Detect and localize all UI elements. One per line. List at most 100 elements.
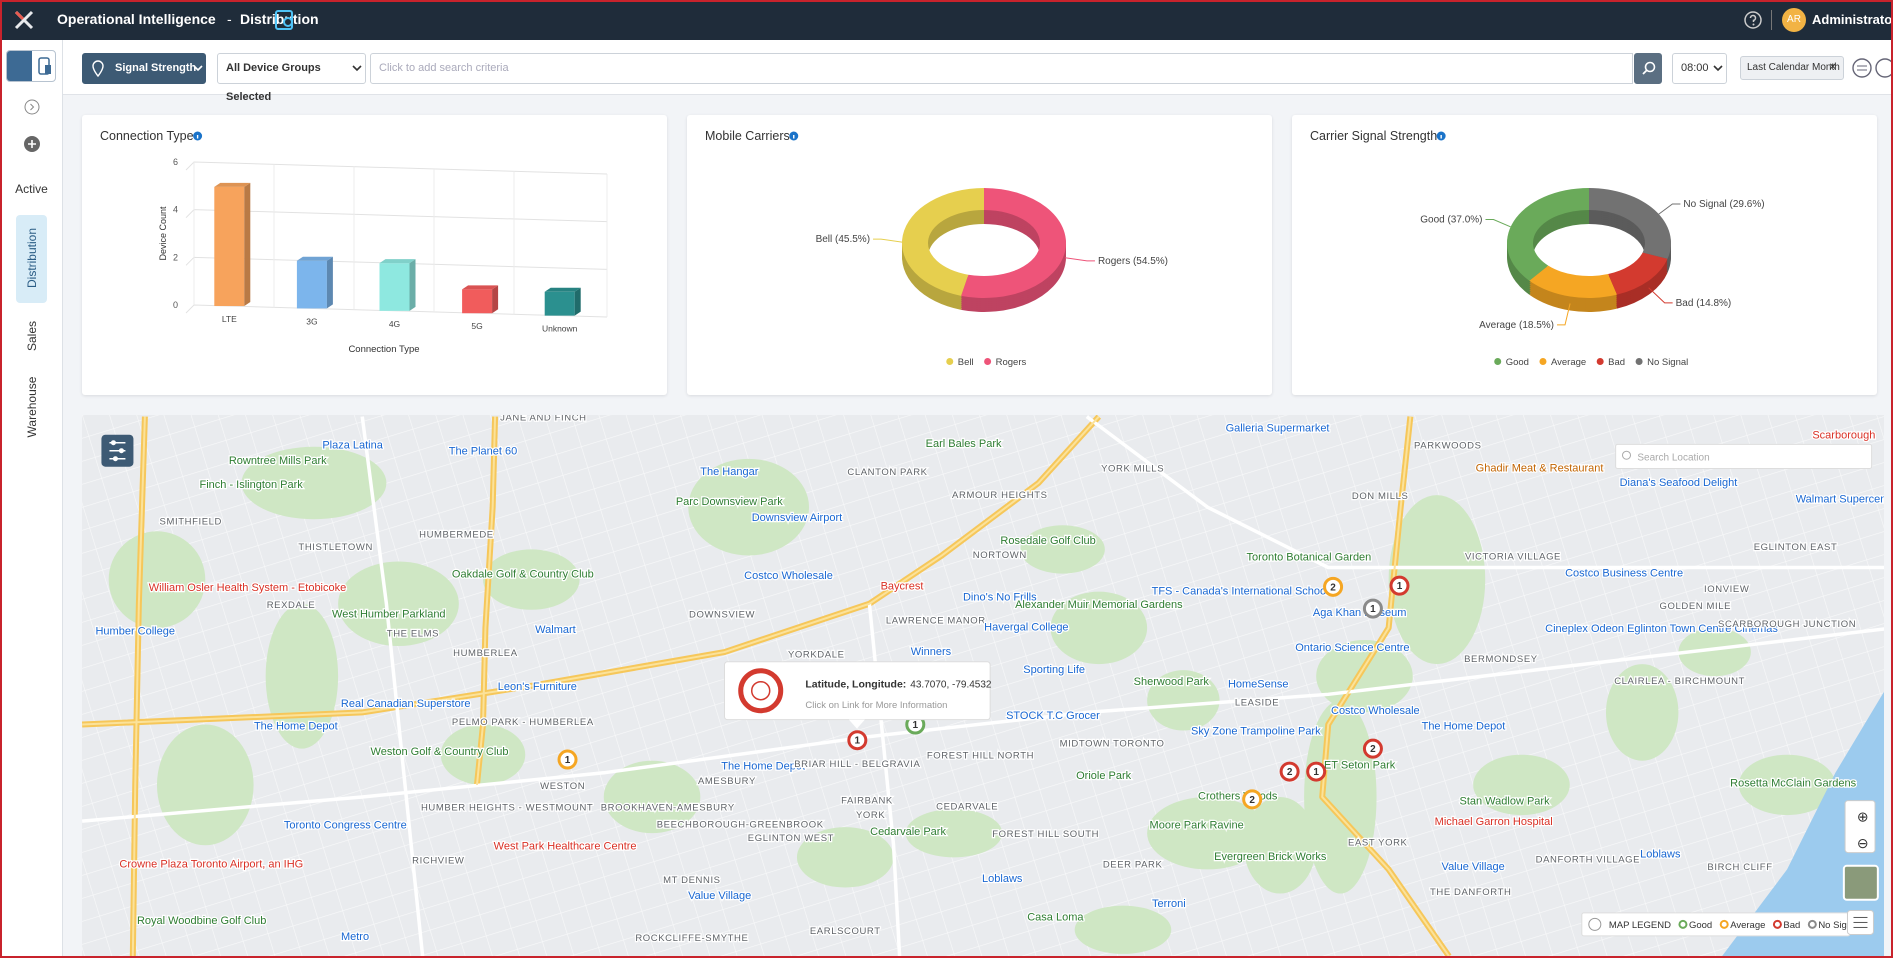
marker-count: 1 (855, 736, 861, 747)
slice (961, 188, 1067, 298)
place-label: YORK MILLS (1101, 463, 1164, 474)
toolbar-icons[interactable] (1852, 57, 1892, 79)
popup-hint[interactable]: Click on Link for More Information (805, 700, 947, 711)
map-search[interactable] (1615, 443, 1873, 470)
place-label: Rowntree Mills Park (229, 455, 327, 467)
zoom-out[interactable]: ⊖ (1857, 835, 1869, 851)
search-button[interactable] (1634, 53, 1662, 84)
info-mark (793, 135, 795, 139)
group-select[interactable]: All Device Groups Selected (217, 53, 366, 103)
place-label: Toronto Congress Centre (284, 820, 407, 832)
data-label: Bell (45.5%) (816, 234, 870, 245)
mode-active[interactable] (7, 51, 32, 81)
device-marker[interactable] (1306, 761, 1327, 782)
place-label: Casa Loma (1027, 911, 1084, 923)
mode-icon[interactable] (37, 57, 53, 75)
place-label: Loblaws (982, 873, 1023, 885)
place-label: Ghadir Meat & Restaurant (1476, 462, 1604, 474)
device-marker[interactable] (1242, 789, 1263, 810)
tab-warehouse[interactable]: Warehouse (25, 376, 39, 438)
legend-item: Bad (1783, 920, 1800, 931)
place-label: ROCKCLIFFE-SMYTHE (635, 933, 748, 944)
x-tick-label: Unknown (542, 324, 578, 334)
device-marker[interactable] (847, 730, 868, 751)
place-label: RICHVIEW (412, 856, 464, 867)
place-label: Weston Golf & Country Club (371, 746, 509, 758)
place-label: Cineplex Odeon Eglinton Town Centre Cine… (1545, 623, 1778, 635)
slice (1507, 188, 1589, 281)
search-input[interactable]: Click to add search criteria (370, 53, 1633, 84)
label-line (1648, 287, 1673, 304)
place-label: HUMBER HEIGHTS - WESTMOUNT (421, 803, 593, 814)
park-area (688, 458, 810, 556)
device-marker[interactable] (1389, 575, 1410, 596)
marker-count: 1 (913, 720, 919, 731)
place-label: FOREST HILL NORTH (927, 751, 1034, 762)
device-marker[interactable] (1362, 598, 1383, 619)
place-label: CLANTON PARK (847, 467, 927, 478)
place-label: PELMO PARK - HUMBERLEA (452, 717, 594, 728)
place-label: STOCK T.C Grocer (1006, 710, 1100, 722)
road (1321, 416, 1450, 957)
info-mark (1440, 135, 1442, 139)
range-label: Last Calendar Month (1747, 62, 1840, 73)
device-marker[interactable] (1323, 576, 1344, 597)
place-label: CLAIRLEA - BIRCHMOUNT (1614, 676, 1745, 687)
place-label: The Home Depot (254, 721, 338, 733)
place-label: Metro (341, 931, 369, 943)
avatar[interactable]: AR (1782, 8, 1806, 32)
place-label: SCARBOROUGH JUNCTION (1718, 619, 1856, 630)
active-label: Active (15, 182, 48, 196)
place-label: Oriole Park (1076, 770, 1132, 782)
add-icon[interactable] (23, 135, 41, 153)
bar-top (462, 285, 499, 290)
bar-top (379, 259, 416, 264)
chip-close[interactable]: ✕ (1828, 62, 1837, 73)
bar-top (544, 287, 581, 292)
user-name[interactable]: Administrator (1812, 12, 1893, 27)
page-icon[interactable] (274, 9, 296, 31)
place-label: HomeSense (1228, 678, 1289, 690)
place-label: Real Canadian Superstore (341, 698, 471, 710)
mode-switch[interactable] (6, 50, 56, 82)
card: Connection Type 0 2 4 6 Device Count Connectio… (82, 115, 667, 395)
place-label: Value Village (1442, 861, 1505, 873)
range-chip[interactable]: Last Calendar Month ✕ (1740, 56, 1844, 80)
place-label: Ontario Science Centre (1295, 642, 1409, 654)
place-label: EAST YORK (1348, 838, 1407, 849)
header: Operational Intelligence - Distribution … (0, 0, 1893, 40)
data-label: No Signal (29.6%) (1683, 199, 1764, 210)
bar-side (409, 259, 416, 311)
metric-select[interactable]: Signal Strength (82, 53, 206, 84)
help-icon[interactable] (1743, 10, 1763, 30)
place-label: Michael Garron Hospital (1435, 816, 1553, 828)
place-label: EGLINTON WEST (748, 833, 834, 844)
zoom-in[interactable]: ⊕ (1857, 808, 1869, 824)
place-label: DOWNSVIEW (689, 609, 755, 620)
device-marker[interactable] (557, 749, 578, 770)
legend-swatch (946, 358, 954, 365)
time-label: 08:00 (1681, 62, 1709, 74)
tab-active[interactable] (16, 215, 47, 303)
x-tick-label: 3G (306, 316, 317, 326)
time-select[interactable]: 08:00 (1672, 53, 1727, 84)
park-area (241, 446, 387, 520)
logo[interactable] (14, 10, 34, 30)
satellite-toggle[interactable] (1842, 864, 1879, 901)
place-label: Havergal College (984, 622, 1068, 634)
tab-distribution[interactable]: Distribution (25, 227, 39, 289)
bar (296, 260, 327, 309)
label-line (1485, 219, 1514, 229)
place-label: Crothers Woods (1198, 791, 1278, 803)
map[interactable]: JANE AND FINCH Plaza Latina The Planet 60 R… (82, 415, 1884, 958)
device-marker[interactable] (1362, 738, 1383, 759)
bar-top (296, 256, 333, 261)
bar (462, 289, 493, 314)
zoom-controls[interactable] (1844, 800, 1876, 854)
tab-sales[interactable]: Sales (25, 320, 39, 352)
device-marker[interactable] (1279, 761, 1300, 782)
bar (214, 186, 245, 307)
expand-icon[interactable] (24, 99, 40, 115)
place-label: YORK (856, 810, 885, 821)
group-label: All Device Groups Selected (226, 62, 321, 103)
